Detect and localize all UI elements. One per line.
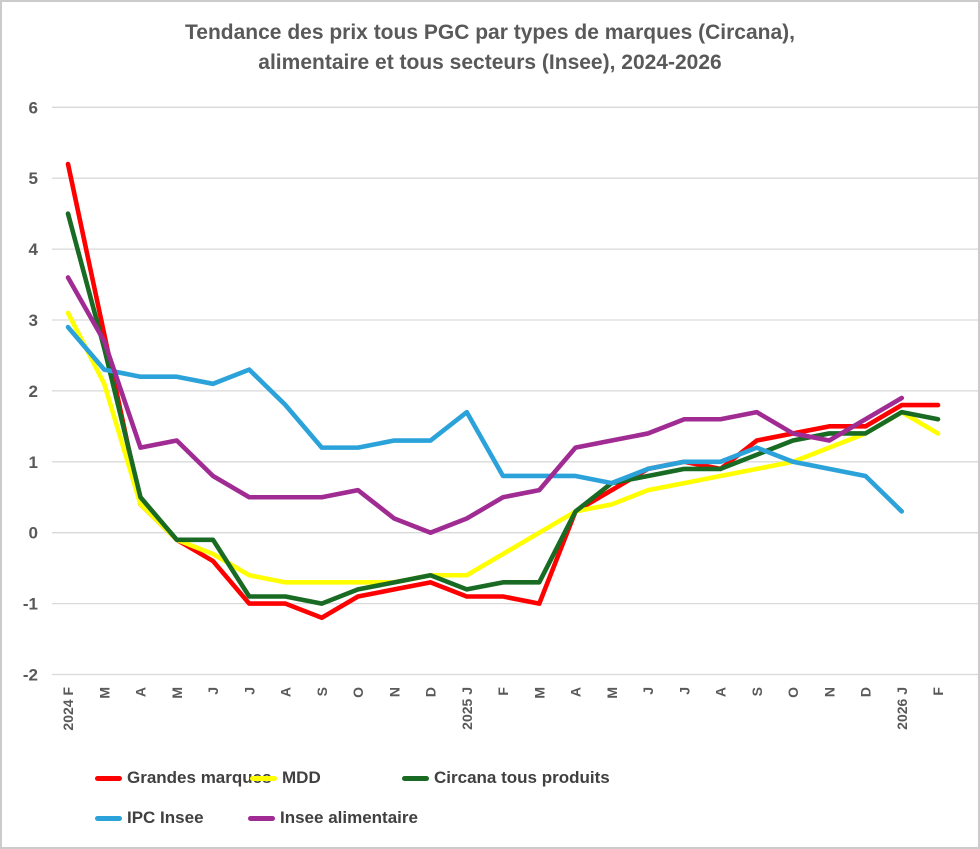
x-axis-label-2025-j-11: 2025 J — [459, 687, 475, 730]
legend-item-circana-tous-produits: Circana tous produits — [402, 768, 610, 788]
y-axis-label-3: 3 — [29, 311, 38, 330]
x-axis-label-j-5: J — [241, 687, 257, 695]
x-axis-label-a-18: A — [713, 687, 729, 697]
legend-swatch-grandes-marques — [95, 775, 122, 781]
x-axis-label-j-17: J — [676, 687, 692, 695]
legend-swatch-ipc-insee — [95, 815, 122, 821]
y-axis-label-1: 1 — [29, 453, 38, 472]
legend-label-circana-tous-produits: Circana tous produits — [434, 768, 610, 787]
legend-swatch-mdd — [250, 775, 277, 781]
x-axis-label-d-10: D — [423, 687, 439, 697]
y-axis-label--1: -1 — [23, 595, 38, 614]
x-axis-label-a-6: A — [278, 687, 294, 697]
x-axis-label-f-24: F — [930, 687, 946, 696]
y-axis-label-6: 6 — [29, 98, 38, 117]
chart-title-line2: alimentaire et tous secteurs (Insee), 20… — [258, 51, 722, 74]
x-axis-label-n-9: N — [386, 687, 402, 697]
series-line-insee-alimentaire — [65, 275, 905, 536]
legend-label-ipc-insee: IPC Insee — [127, 808, 204, 827]
x-axis-label-s-19: S — [749, 687, 765, 696]
legend-item-mdd: MDD — [250, 768, 321, 788]
y-axis-label-0: 0 — [29, 524, 38, 543]
y-axis-label-2: 2 — [29, 382, 38, 401]
x-axis-label-m-13: M — [531, 687, 547, 699]
x-axis-label-j-16: J — [640, 687, 656, 695]
legend-label-grandes-marques: Grandes marques — [127, 768, 272, 787]
x-axis-label-a-2: A — [133, 687, 149, 697]
legend-item-grandes-marques: Grandes marques — [95, 768, 272, 788]
x-axis-label-d-22: D — [858, 687, 874, 697]
y-axis-label--2: -2 — [23, 666, 38, 685]
x-axis-label-n-21: N — [821, 687, 837, 697]
x-axis-label-2024-f-0: 2024 F — [60, 687, 76, 731]
chart-title: Tendance des prix tous PGC par types de … — [0, 18, 980, 78]
series-line-ipc-insee — [65, 324, 905, 514]
x-axis-label-s-7: S — [314, 687, 330, 696]
y-axis-label-5: 5 — [29, 169, 38, 188]
legend-label-insee-alimentaire: Insee alimentaire — [280, 808, 418, 827]
legend-item-insee-alimentaire: Insee alimentaire — [248, 808, 418, 828]
legend-swatch-insee-alimentaire — [248, 815, 275, 821]
legend-swatch-circana-tous-produits — [402, 775, 429, 781]
x-axis-label-f-12: F — [495, 687, 511, 696]
x-axis-label-m-15: M — [604, 687, 620, 699]
x-axis-label-o-20: O — [785, 687, 801, 698]
legend-label-mdd: MDD — [282, 768, 321, 787]
x-axis-label-j-4: J — [205, 687, 221, 695]
chart-title-line1: Tendance des prix tous PGC par types de … — [185, 21, 795, 44]
legend-item-ipc-insee: IPC Insee — [95, 808, 204, 828]
y-axis-label-4: 4 — [29, 240, 39, 259]
x-axis-label-a-14: A — [568, 687, 584, 697]
series-line-circana-tous-produits — [65, 211, 941, 606]
x-axis-label-2026-j-23: 2026 J — [894, 687, 910, 730]
x-axis-label-m-1: M — [96, 687, 112, 699]
x-axis-label-m-3: M — [169, 687, 185, 699]
x-axis-label-o-8: O — [350, 687, 366, 698]
line-chart-plot: 6 5 4 3 2 1 0 -1 -2 2024 F M A M J J A S O N D 2025 J F M A M J J A… — [23, 98, 978, 731]
